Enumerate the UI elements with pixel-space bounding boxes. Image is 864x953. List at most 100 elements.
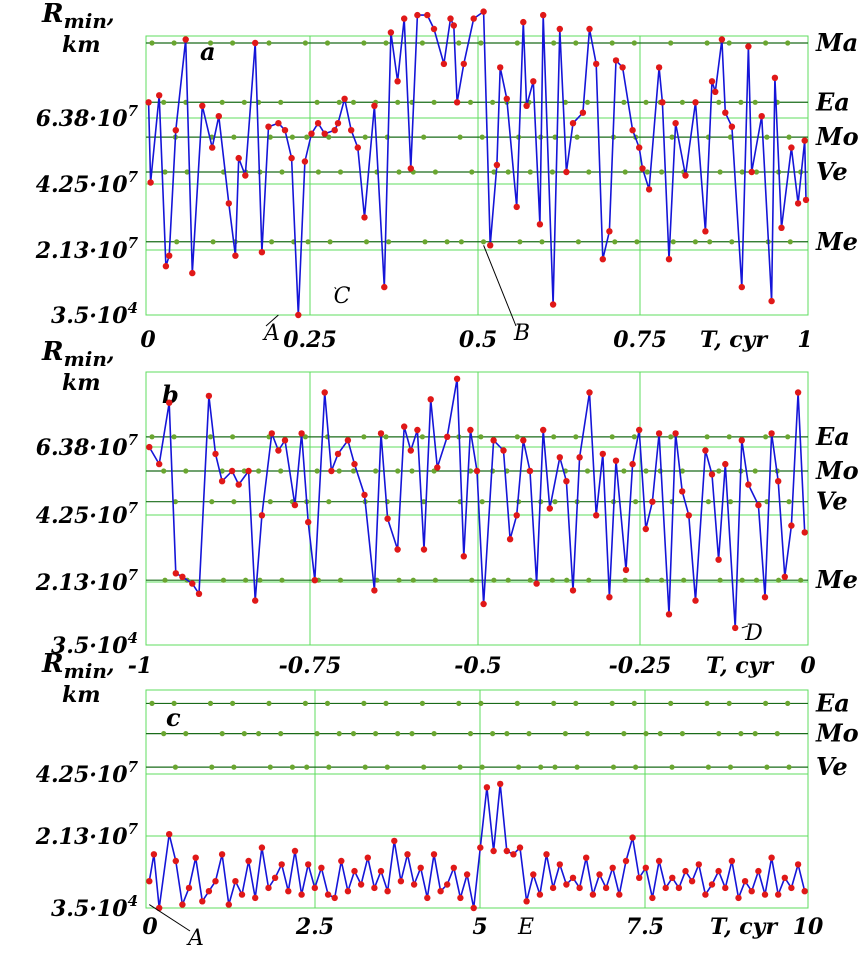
data-point [665,256,673,263]
ref-dot [738,731,744,737]
data-point [655,64,663,71]
data-point [672,120,679,127]
panel-letter: a [200,37,216,66]
data-point [381,283,388,291]
data-point [778,224,785,231]
data-point [377,430,385,437]
data-point [536,891,544,898]
y-tick-label: 2.13·107 [35,234,139,264]
ref-dot [573,40,579,46]
data-point [189,580,196,587]
ref-dot [219,468,225,474]
ref-dot [776,577,782,583]
ref-label-ea: Ea [815,87,850,116]
ref-dot [659,577,665,583]
data-point [182,36,189,43]
ref-dot [631,40,637,46]
data-point [179,901,186,908]
ref-dot [551,40,557,46]
ref-dot [336,468,342,474]
data-point [271,874,279,881]
y-tick-label: 2.13·107 [35,566,139,596]
data-point [172,127,179,134]
data-point [209,144,216,151]
data-point [540,426,547,434]
data-point [738,437,745,444]
data-point [586,25,593,33]
data-point [245,857,252,865]
data-point [692,99,699,106]
data-point [235,481,242,488]
data-point [265,123,272,130]
data-point [199,898,206,905]
ref-dot [361,700,367,707]
data-point [593,512,600,519]
data-point [252,39,259,47]
ref-label-mo: Mo [815,719,859,748]
ref-dot [704,700,710,707]
data-point [642,525,649,533]
data-point [371,102,378,110]
data-point [599,256,606,263]
ref-dot [798,577,804,583]
data-point [672,430,679,437]
x-tick-label: 7.5 [626,914,664,940]
ref-dot [219,731,225,737]
data-point [212,878,219,885]
data-point [715,867,722,875]
data-point [526,467,534,475]
data-point [503,847,510,855]
ref-dot [764,134,770,140]
panel-letter: c [166,703,181,732]
ref-dot [527,577,533,583]
x-tick-label: 2.5 [295,914,334,940]
ref-dot [681,577,687,583]
data-point [536,221,544,228]
data-point [679,488,686,495]
x-axis-label: T, cyr [710,914,778,940]
ref-dot [289,764,295,770]
ref-dot [562,99,569,105]
data-point [242,172,249,179]
data-point [735,894,742,902]
data-point [665,611,673,618]
marker-leader [265,314,279,327]
ref-dot [668,40,674,46]
ref-dot [171,700,177,707]
ref-dot [241,468,247,474]
ref-dot [278,468,284,474]
ref-label-ea: Ea [815,688,850,717]
data-point [232,878,239,885]
ref-dot [679,99,686,105]
ref-dot [231,499,237,505]
ref-dot [256,731,262,737]
ref-dot [668,700,674,707]
ref-dot [279,577,285,583]
data-point [622,566,630,574]
data-point [311,884,318,892]
ref-dot [729,239,735,245]
ref-dot [302,434,308,440]
data-point [195,590,203,597]
data-point [708,78,716,85]
data-point [225,901,232,908]
data-point [556,861,563,868]
y-tick-label: 6.38·107 [36,102,139,132]
ref-dot [668,434,674,440]
data-point [549,884,557,892]
data-point [612,457,620,464]
ref-dot [302,700,308,707]
ref-dot [704,434,710,440]
data-point [639,165,646,172]
ref-dot [383,40,389,46]
ref-dot [278,99,284,105]
x-tick-label: 0.75 [613,327,667,353]
ref-dot [753,577,760,583]
y-axis-label: Rmin, [41,0,115,33]
marker-c: C [334,284,351,309]
ref-dot [302,40,308,46]
data-point [166,252,173,259]
data-point [305,518,312,526]
ref-dot [395,468,401,474]
